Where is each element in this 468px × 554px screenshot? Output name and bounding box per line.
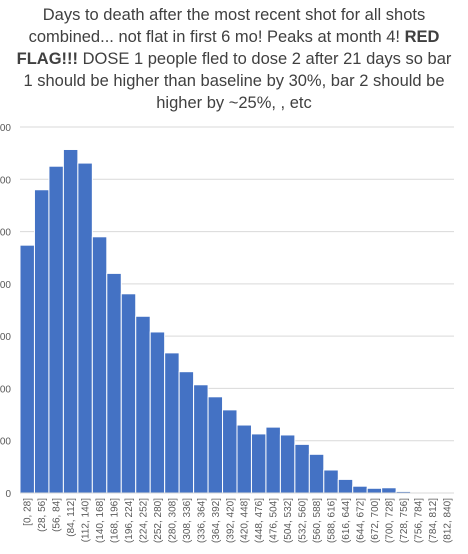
bar xyxy=(77,162,93,494)
x-tick-label: (196, 224] xyxy=(124,498,135,543)
x-tick-label: (588, 616] xyxy=(327,498,338,543)
bar xyxy=(381,487,397,494)
y-tick-label: 00 xyxy=(0,228,11,239)
x-tick-label: (756, 784] xyxy=(413,498,424,543)
x-tick-label: (700, 728] xyxy=(384,498,395,543)
x-tick-label: (84, 112] xyxy=(66,498,77,537)
bar xyxy=(294,443,310,494)
bar xyxy=(19,244,35,494)
x-tick-label: (252, 280] xyxy=(153,498,164,543)
x-tick-label: (784, 812] xyxy=(428,498,439,543)
x-tick-label: (504, 532] xyxy=(283,498,294,543)
y-tick-label: 00 xyxy=(0,123,11,134)
x-tick-label: (140, 168] xyxy=(95,498,106,543)
x-tick-label: (728, 756] xyxy=(399,498,410,543)
x-tick-label: (420, 448] xyxy=(240,498,251,543)
x-tick-labels: [0, 28] (28, 56] (56, 84] (84, 112] (112, 14… xyxy=(23,498,454,543)
x-tick-label: (168, 196] xyxy=(110,498,121,543)
bar xyxy=(308,453,325,494)
x-tick-label: (28, 56] xyxy=(37,498,48,532)
bar xyxy=(135,315,151,494)
bar xyxy=(337,478,354,494)
bar xyxy=(149,331,166,494)
x-tick-label: (336, 364] xyxy=(196,498,207,543)
y-tick-label: 0 xyxy=(5,489,11,500)
y-tick-label: 00 xyxy=(0,384,11,395)
bar xyxy=(352,485,368,494)
bar xyxy=(279,434,296,494)
x-tick-label: (112, 140] xyxy=(81,498,92,543)
bar xyxy=(62,148,79,494)
chart-title-part2: DOSE 1 people fled to dose 2 after 21 da… xyxy=(23,50,452,112)
y-tick-label: 00 xyxy=(0,280,11,291)
x-tick-label: (280, 308] xyxy=(167,498,178,543)
chart-title-bold: RED FLAG!!! xyxy=(16,28,440,68)
x-tick-label: (392, 420] xyxy=(225,498,236,543)
y-tick-label: 00 xyxy=(0,332,11,343)
chart-title: Days to death after the most recent shot… xyxy=(14,4,454,114)
x-tick-label: (616, 644] xyxy=(341,498,352,543)
y-tick-label: 00 xyxy=(0,437,11,448)
bar xyxy=(120,293,137,494)
bar xyxy=(222,409,238,494)
x-tick-label: (224, 252] xyxy=(138,498,149,543)
bar xyxy=(178,371,195,494)
x-tick-label: (532, 560] xyxy=(298,498,309,543)
bar xyxy=(48,165,64,494)
x-tick-label: (644, 672] xyxy=(355,498,366,543)
x-tick-label: (56, 84] xyxy=(52,498,63,532)
x-tick-label: [0, 28] xyxy=(23,498,34,526)
bar xyxy=(323,469,339,494)
x-tick-label: (672, 700] xyxy=(370,498,381,543)
bar xyxy=(250,433,267,494)
x-tick-label: (476, 504] xyxy=(269,498,280,543)
bar xyxy=(33,189,50,494)
bar xyxy=(236,424,252,494)
bar xyxy=(164,352,180,494)
x-tick-label: (560, 588] xyxy=(312,498,323,543)
bar xyxy=(366,487,383,494)
chart-title-part1: Days to death after the most recent shot… xyxy=(28,6,426,46)
x-tick-label: (812, 840] xyxy=(442,498,453,543)
x-tick-label: (308, 336] xyxy=(182,498,193,543)
x-tick-label: (364, 392] xyxy=(211,498,222,543)
bar xyxy=(207,396,224,494)
bars xyxy=(19,148,412,494)
bar xyxy=(106,272,122,494)
bar xyxy=(91,236,108,494)
bar xyxy=(193,384,209,494)
bar xyxy=(265,426,281,494)
x-tick-label: (448, 476] xyxy=(254,498,265,543)
y-tick-label: 00 xyxy=(0,175,11,186)
